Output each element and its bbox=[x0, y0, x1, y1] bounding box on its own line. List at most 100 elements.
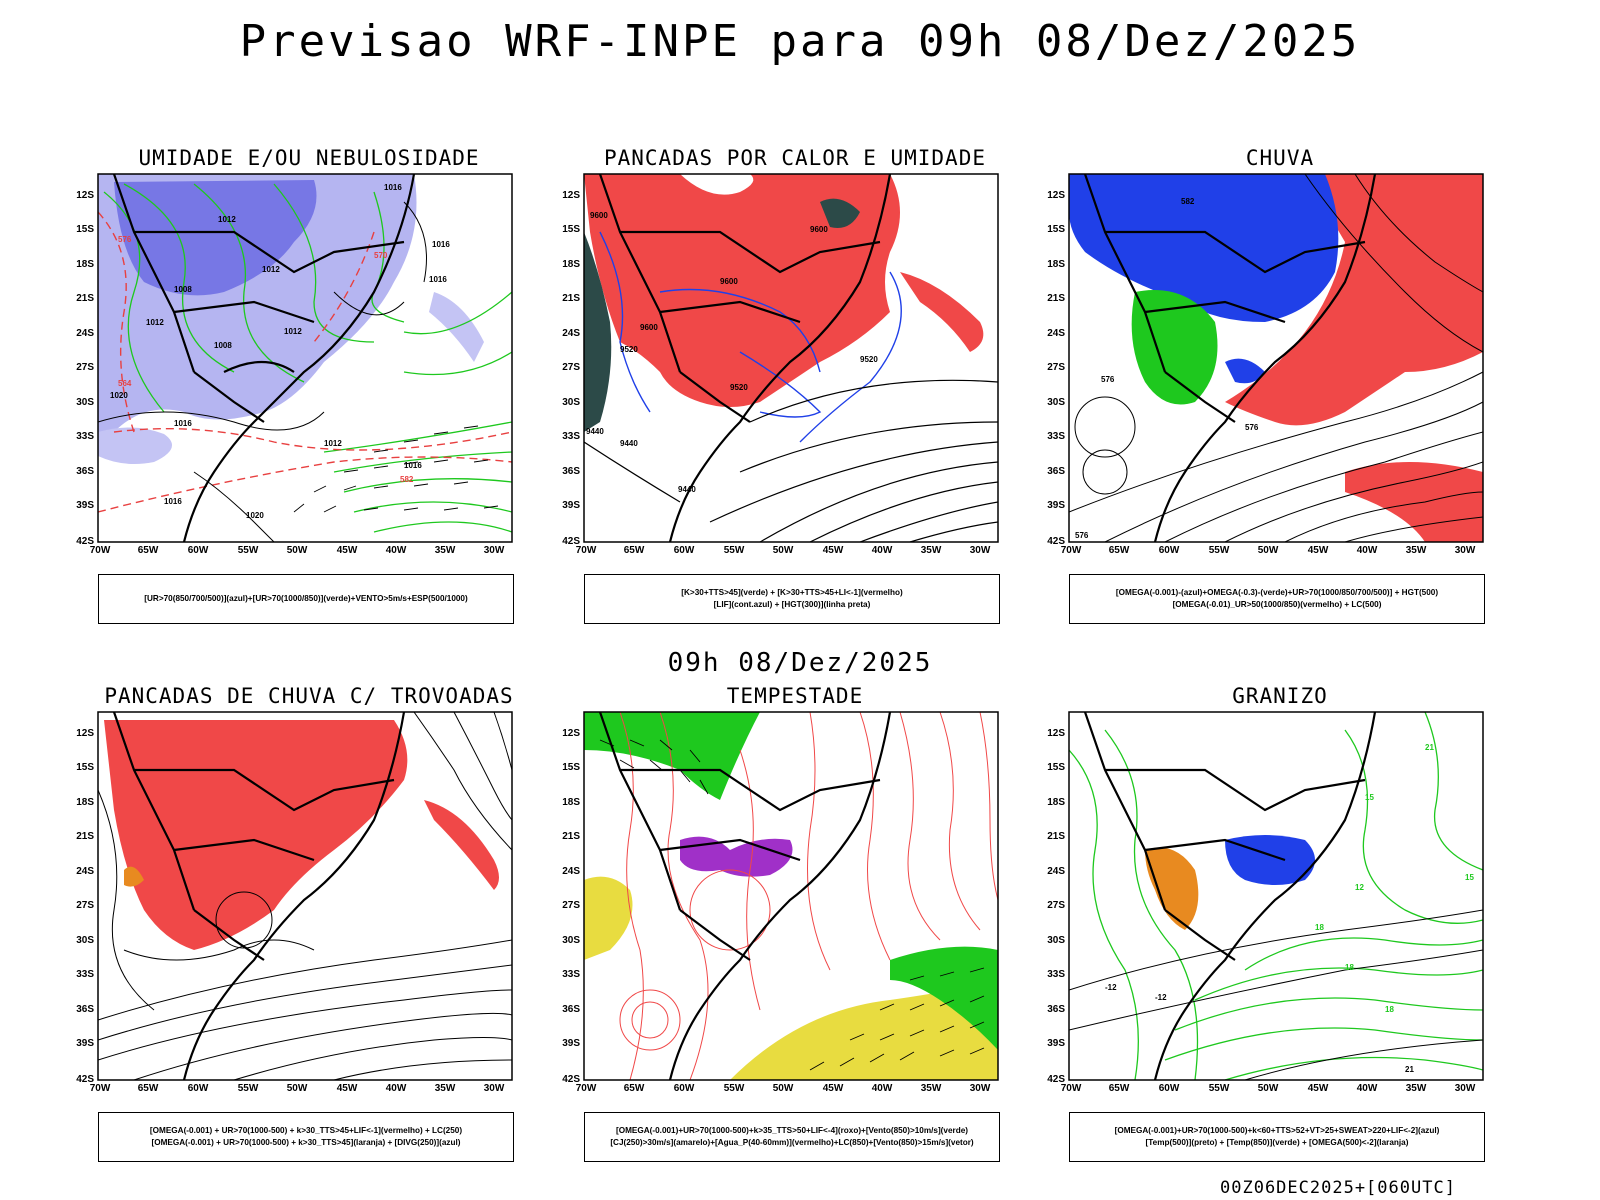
svg-text:33S: 33S bbox=[562, 431, 580, 442]
hail-orange-area bbox=[1145, 847, 1199, 930]
svg-text:1012: 1012 bbox=[218, 215, 236, 224]
rain-blue-area bbox=[1069, 174, 1339, 322]
panel-title: PANCADAS POR CALOR E UMIDADE bbox=[603, 146, 986, 170]
svg-text:1012: 1012 bbox=[284, 327, 302, 336]
svg-text:33S: 33S bbox=[562, 969, 580, 980]
svg-text:55W: 55W bbox=[724, 1083, 745, 1094]
legend-line: [LIF](cont.azul) + [HGT(300)](linha pret… bbox=[713, 600, 871, 609]
svg-text:21: 21 bbox=[1405, 1065, 1414, 1074]
lat-axis-labels: 12S 15S 18S 21S 24S 27S 30S 33S 36S 39S … bbox=[562, 728, 580, 1085]
svg-text:12S: 12S bbox=[562, 728, 580, 739]
svg-text:70W: 70W bbox=[90, 1083, 111, 1094]
svg-text:576: 576 bbox=[118, 235, 132, 244]
svg-text:30W: 30W bbox=[970, 1083, 991, 1094]
svg-text:45W: 45W bbox=[1308, 545, 1329, 556]
svg-text:65W: 65W bbox=[138, 545, 159, 556]
k-index-dark-area bbox=[584, 232, 612, 432]
white-gap-north bbox=[680, 174, 754, 195]
legend-line: [CJ(250)>30m/s](amarelo)+[Agua_P(40-60mm… bbox=[610, 1138, 974, 1147]
svg-text:36S: 36S bbox=[76, 1004, 94, 1015]
legend-line: [Temp(500)](preto) + [Temp(850)](verde) … bbox=[1145, 1138, 1409, 1147]
legend-line: [OMEGA(-0.01)_UR>50(1000/850)(vermelho) … bbox=[1172, 600, 1382, 609]
svg-text:30W: 30W bbox=[1455, 545, 1476, 556]
svg-text:1016: 1016 bbox=[404, 461, 422, 470]
hgt300-contours bbox=[584, 379, 998, 542]
panel-title: TEMPESTADE bbox=[726, 684, 864, 708]
svg-text:36S: 36S bbox=[1047, 1004, 1065, 1015]
svg-text:15S: 15S bbox=[76, 762, 94, 773]
svg-text:21S: 21S bbox=[562, 293, 580, 304]
isobars bbox=[98, 201, 427, 542]
lon-axis-labels: 70W 65W 60W 55W 50W 45W 40W 35W 30W bbox=[576, 545, 991, 556]
contour-labels: 1016 1012 1012 1008 1012 1008 1012 1016 … bbox=[110, 183, 450, 520]
svg-text:65W: 65W bbox=[624, 545, 645, 556]
instability-east-patch bbox=[900, 272, 984, 352]
svg-text:21S: 21S bbox=[1047, 831, 1065, 842]
svg-text:33S: 33S bbox=[76, 431, 94, 442]
svg-text:35W: 35W bbox=[1406, 545, 1427, 556]
svg-text:36S: 36S bbox=[562, 466, 580, 477]
svg-text:576: 576 bbox=[1101, 375, 1115, 384]
svg-text:45W: 45W bbox=[1308, 1083, 1329, 1094]
svg-text:24S: 24S bbox=[76, 866, 94, 877]
svg-text:27S: 27S bbox=[76, 362, 94, 373]
svg-text:1012: 1012 bbox=[324, 439, 342, 448]
lon-axis-labels: 70W 65W 60W 55W 50W 45W 40W 35W 30W bbox=[90, 1083, 505, 1094]
svg-text:55W: 55W bbox=[1209, 545, 1230, 556]
svg-text:55W: 55W bbox=[238, 545, 259, 556]
svg-text:1016: 1016 bbox=[432, 240, 450, 249]
svg-text:27S: 27S bbox=[1047, 900, 1065, 911]
contour-labels: 9600 9600 9600 9600 9520 9520 9520 9440 … bbox=[586, 211, 878, 494]
svg-text:21S: 21S bbox=[76, 293, 94, 304]
svg-text:30S: 30S bbox=[562, 397, 580, 408]
lat-axis-labels: 12S 15S 18S 21S 24S 27S 30S 33S 36S 39S … bbox=[76, 190, 94, 547]
svg-text:42S: 42S bbox=[562, 1074, 580, 1085]
contour-labels: -12 -12 15 18 18 21 12 15 18 21 bbox=[1105, 743, 1474, 1074]
svg-text:18S: 18S bbox=[1047, 259, 1065, 270]
svg-text:1016: 1016 bbox=[174, 419, 192, 428]
lat-axis-labels: 12S 15S 18S 21S 24S 27S 30S 33S 36S 39S … bbox=[1047, 190, 1065, 547]
svg-text:30S: 30S bbox=[1047, 397, 1065, 408]
valid-time-label: 09h 08/Dez/2025 bbox=[667, 648, 933, 678]
svg-text:50W: 50W bbox=[287, 545, 308, 556]
svg-text:18S: 18S bbox=[562, 259, 580, 270]
panel-legend: [OMEGA(-0.001) + UR>70(1000-500) + k>30_… bbox=[98, 1112, 514, 1162]
svg-text:9520: 9520 bbox=[620, 345, 638, 354]
panel-legend: [OMEGA(-0.001)-(azul)+OMEGA(-0.3)-(verde… bbox=[1069, 574, 1485, 624]
coastline-borders bbox=[112, 712, 406, 1080]
svg-text:35W: 35W bbox=[435, 545, 456, 556]
svg-text:40W: 40W bbox=[1357, 1083, 1378, 1094]
svg-text:9440: 9440 bbox=[678, 485, 696, 494]
lat-axis-labels: 12S 15S 18S 21S 24S 27S 30S 33S 36S 39S … bbox=[562, 190, 580, 547]
water-contours bbox=[619, 712, 998, 1080]
svg-text:12S: 12S bbox=[562, 190, 580, 201]
svg-text:50W: 50W bbox=[773, 545, 794, 556]
svg-text:9440: 9440 bbox=[586, 427, 604, 436]
run-timestamp: 00Z06DEC2025+[060UTC] bbox=[1220, 1178, 1456, 1198]
svg-text:39S: 39S bbox=[1047, 1038, 1065, 1049]
lon-axis-labels: 70W 65W 60W 55W 50W 45W 40W 35W 30W bbox=[90, 545, 505, 556]
svg-text:30W: 30W bbox=[970, 545, 991, 556]
streamlines bbox=[98, 712, 512, 1080]
svg-text:24S: 24S bbox=[1047, 866, 1065, 877]
svg-text:70W: 70W bbox=[576, 1083, 597, 1094]
svg-text:42S: 42S bbox=[1047, 1074, 1065, 1085]
humidity-500-area bbox=[114, 180, 317, 296]
legend-line: [OMEGA(-0.001)+UR>70(1000-500)+k>35_TTS>… bbox=[616, 1126, 968, 1135]
svg-text:582: 582 bbox=[1181, 197, 1195, 206]
svg-text:12S: 12S bbox=[76, 728, 94, 739]
svg-text:9600: 9600 bbox=[590, 211, 608, 220]
thunder-orange-spots bbox=[124, 866, 144, 887]
thunder-red-area bbox=[104, 720, 408, 950]
svg-text:33S: 33S bbox=[76, 969, 94, 980]
panel-legend: [K>30+TTS>45](verde) + [K>30+TTS>45+LI<-… bbox=[584, 574, 1000, 624]
svg-text:40W: 40W bbox=[1357, 545, 1378, 556]
jet-yellow-south bbox=[730, 980, 998, 1080]
svg-text:27S: 27S bbox=[76, 900, 94, 911]
svg-text:60W: 60W bbox=[674, 545, 695, 556]
svg-text:42S: 42S bbox=[562, 536, 580, 547]
svg-text:1016: 1016 bbox=[164, 497, 182, 506]
svg-text:55W: 55W bbox=[724, 545, 745, 556]
svg-text:9600: 9600 bbox=[720, 277, 738, 286]
panel-umidade: UMIDADE E/OU NEBULOSIDADE bbox=[74, 146, 544, 646]
